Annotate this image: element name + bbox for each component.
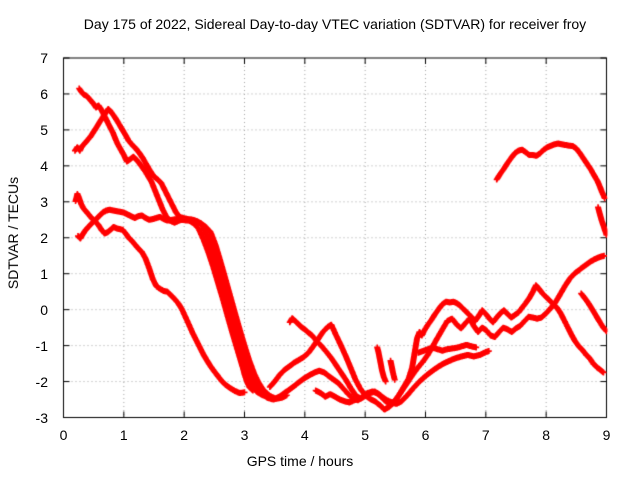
y-tick-label: 7 bbox=[40, 50, 48, 66]
x-tick-label: 8 bbox=[542, 427, 551, 443]
x-tick-label: 2 bbox=[180, 427, 189, 443]
y-tick-label: 3 bbox=[40, 193, 48, 210]
x-tick-label: 9 bbox=[602, 427, 611, 443]
x-axis-label: GPS time / hours bbox=[246, 453, 354, 469]
y-tick-label: 5 bbox=[40, 121, 48, 138]
y-tick-label: 2 bbox=[40, 229, 48, 246]
y-tick-label: -3 bbox=[35, 409, 48, 426]
x-tick-label: 5 bbox=[361, 427, 370, 443]
x-tick-label: 6 bbox=[421, 427, 430, 443]
y-tick-label: -1 bbox=[35, 337, 48, 354]
y-tick-label: 1 bbox=[40, 265, 48, 282]
y-tick-label: 4 bbox=[40, 157, 48, 174]
y-tick-label: 0 bbox=[40, 301, 48, 318]
x-tick-label: 3 bbox=[240, 427, 249, 443]
chart-title: Day 175 of 2022, Sidereal Day-to-day VTE… bbox=[83, 16, 587, 32]
x-tick-label: 7 bbox=[481, 427, 490, 443]
x-tick-label: 4 bbox=[300, 427, 309, 443]
y-tick-label: -2 bbox=[35, 373, 48, 390]
y-tick-label: 6 bbox=[40, 85, 48, 102]
x-tick-label: 1 bbox=[119, 427, 128, 443]
x-tick-label: 0 bbox=[59, 427, 68, 443]
